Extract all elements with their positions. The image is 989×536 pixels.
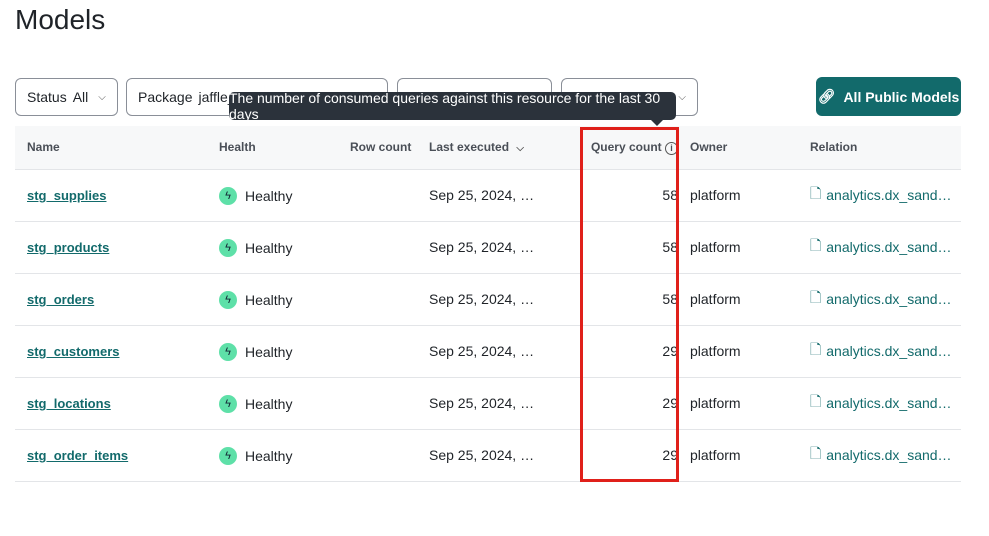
model-link[interactable]: stg_supplies [27,188,107,203]
chevron-down-icon: ⌵ [98,91,106,103]
health-icon: ϟ [219,342,237,361]
health-icon: ϟ [219,290,237,309]
models-table: Name Health Row count Last executed ⌵ Qu… [15,126,961,482]
chevron-down-icon: ⌵ [678,91,686,103]
health-icon: ϟ [219,238,237,257]
row-count [350,273,429,326]
query-count: 29 [569,377,690,430]
column-owner[interactable]: Owner [690,126,810,170]
query-count: 58 [569,273,690,326]
info-icon[interactable]: i [665,141,678,155]
last-executed: Sep 25, 2024, … [429,221,569,274]
last-executed: Sep 25, 2024, … [429,325,569,378]
relation-link[interactable]: 🗋 analytics.dx_sand… [810,443,952,467]
status-filter[interactable]: Status All ⌵ [15,78,118,116]
column-row-count[interactable]: Row count [350,126,429,170]
table-row[interactable]: stg_locations ϟ Healthy Sep 25, 2024, … 2… [15,377,961,430]
file-icon: 🗋 [810,289,822,305]
last-executed: Sep 25, 2024, … [429,169,569,222]
column-last-executed[interactable]: Last executed ⌵ [429,126,569,170]
query-count: 58 [569,169,690,222]
owner: platform [690,429,810,482]
file-icon: 🗋 [810,341,822,357]
table-row[interactable]: stg_order_items ϟ Healthy Sep 25, 2024, …… [15,429,961,482]
file-icon: 🗋 [810,237,822,253]
relation-link[interactable]: 🗋 analytics.dx_sand… [810,235,952,259]
column-name[interactable]: Name [15,126,219,170]
owner: platform [690,221,810,274]
row-count [350,325,429,378]
row-count [350,429,429,482]
query-count: 58 [569,221,690,274]
filter-label: Status [27,89,67,105]
filter-value: jaffle_ [198,89,236,105]
health-status: ϟ Healthy [219,446,292,465]
health-status: ϟ Healthy [219,186,292,205]
row-count [350,221,429,274]
model-link[interactable]: stg_products [27,240,110,255]
tooltip: The number of consumed queries against t… [229,90,676,126]
link-icon: 🔗︎ [817,88,836,104]
model-link[interactable]: stg_orders [27,292,95,307]
owner: platform [690,273,810,326]
relation-link[interactable]: 🗋 analytics.dx_sand… [810,391,952,415]
owner: platform [690,325,810,378]
table-row[interactable]: stg_products ϟ Healthy Sep 25, 2024, … 58… [15,221,961,274]
owner: platform [690,169,810,222]
relation-link[interactable]: 🗋 analytics.dx_sand… [810,183,952,207]
column-query-count[interactable]: Query count i [569,126,690,170]
file-icon: 🗋 [810,445,822,461]
health-status: ϟ Healthy [219,290,292,309]
health-status: ϟ Healthy [219,342,292,361]
health-icon: ϟ [219,186,237,205]
column-health[interactable]: Health [219,126,350,170]
row-count [350,377,429,430]
relation-link[interactable]: 🗋 analytics.dx_sand… [810,287,952,311]
health-icon: ϟ [219,446,237,465]
page-title: Models [15,4,106,35]
model-link[interactable]: stg_locations [27,396,111,411]
filter-value: All [72,89,89,105]
file-icon: 🗋 [810,393,822,409]
model-link[interactable]: stg_order_items [27,448,129,463]
last-executed: Sep 25, 2024, … [429,273,569,326]
last-executed: Sep 25, 2024, … [429,429,569,482]
column-relation[interactable]: Relation [810,126,961,170]
table-row[interactable]: stg_supplies ϟ Healthy Sep 25, 2024, … 58… [15,169,961,222]
all-public-models-button[interactable]: 🔗︎ All Public Models [816,77,961,116]
health-status: ϟ Healthy [219,394,292,413]
chevron-down-icon: ⌵ [516,143,524,155]
model-link[interactable]: stg_customers [27,344,120,359]
health-status: ϟ Healthy [219,238,292,257]
row-count [350,169,429,222]
health-icon: ϟ [219,394,237,413]
file-icon: 🗋 [810,185,822,201]
filter-label: Package [138,89,193,105]
table-row[interactable]: stg_orders ϟ Healthy Sep 25, 2024, … 58 p… [15,273,961,326]
relation-link[interactable]: 🗋 analytics.dx_sand… [810,339,952,363]
owner: platform [690,377,810,430]
last-executed: Sep 25, 2024, … [429,377,569,430]
table-row[interactable]: stg_customers ϟ Healthy Sep 25, 2024, … 2… [15,325,961,378]
query-count: 29 [569,325,690,378]
query-count: 29 [569,429,690,482]
